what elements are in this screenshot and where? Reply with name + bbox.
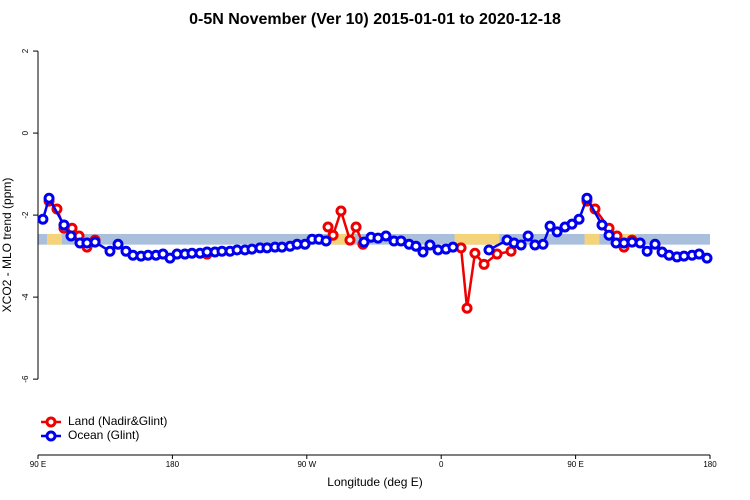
x-tick-label: 180 <box>703 460 717 469</box>
y-tick-label: -2 <box>21 211 30 219</box>
x-tick-label: 90 W <box>297 460 316 469</box>
land-span <box>454 233 500 245</box>
point <box>322 221 334 233</box>
point <box>358 236 370 248</box>
point <box>112 238 124 250</box>
point <box>299 238 311 250</box>
legend-marker <box>45 416 57 428</box>
point <box>701 252 713 264</box>
x-tick-label: 0 <box>439 460 444 469</box>
point <box>522 230 534 242</box>
point <box>573 213 585 225</box>
point <box>551 226 563 238</box>
x-tick-label: 180 <box>166 460 180 469</box>
x-axis-label: Longitude (deg E) <box>327 475 422 489</box>
point <box>104 245 116 257</box>
point <box>410 240 422 252</box>
point <box>43 192 55 204</box>
point <box>461 302 473 314</box>
y-tick-label: 0 <box>21 130 30 135</box>
point <box>649 238 661 250</box>
point <box>544 220 556 232</box>
point <box>596 219 608 231</box>
point <box>65 230 77 242</box>
point <box>566 218 578 230</box>
point <box>89 236 101 248</box>
land-span <box>46 233 62 245</box>
point <box>581 192 593 204</box>
point <box>469 247 481 259</box>
point <box>483 244 495 256</box>
point <box>350 221 362 233</box>
x-tick-label: 90 E <box>30 460 46 469</box>
point <box>447 241 459 253</box>
point <box>380 230 392 242</box>
point <box>327 229 339 241</box>
point <box>320 235 332 247</box>
point <box>641 245 653 257</box>
point <box>37 213 49 225</box>
point <box>417 246 429 258</box>
legend-label: Land (Nadir&Glint) <box>68 414 167 428</box>
point <box>693 248 705 260</box>
y-tick-label: -6 <box>21 375 30 383</box>
y-tick-label: 2 <box>21 48 30 53</box>
y-tick-label: -4 <box>21 293 30 301</box>
point <box>344 234 356 246</box>
point <box>424 239 436 251</box>
point <box>491 248 503 260</box>
land-span <box>584 233 600 245</box>
legend-marker <box>45 430 57 442</box>
y-axis-label: XCO2 - MLO trend (ppm) <box>0 178 14 313</box>
land-span <box>329 233 355 245</box>
point <box>478 258 490 270</box>
point <box>58 219 70 231</box>
point <box>603 229 615 241</box>
point <box>335 205 347 217</box>
point <box>537 238 549 250</box>
point <box>515 239 527 251</box>
legend-label: Ocean (Glint) <box>68 428 139 442</box>
point <box>634 237 646 249</box>
chart-title: 0-5N November (Ver 10) 2015-01-01 to 202… <box>189 11 561 28</box>
x-tick-label: 90 E <box>567 460 583 469</box>
